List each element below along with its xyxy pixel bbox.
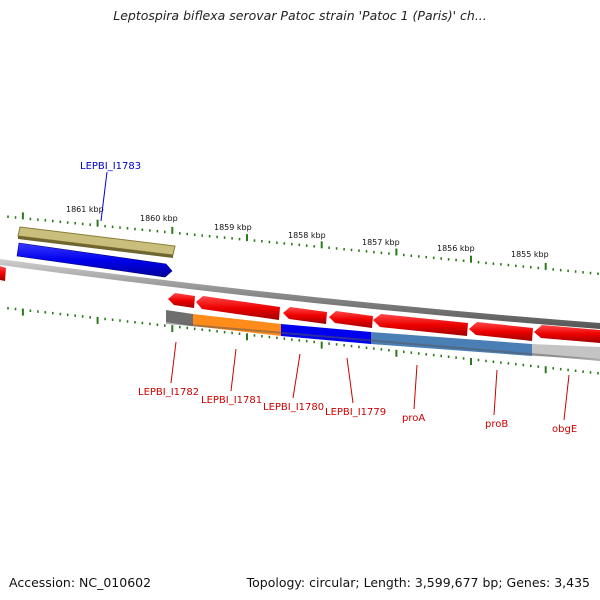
- label-leaders: [170, 341, 570, 421]
- outer-scale-ticks: [7, 212, 599, 275]
- scale-label-1857: 1857 kbp: [362, 238, 400, 247]
- olive-track-shadow: [18, 236, 173, 258]
- scale-label-1858: 1858 kbp: [288, 231, 326, 240]
- gene-arrow-obge[interactable]: [534, 325, 600, 343]
- accession-text: Accession: NC_010602: [9, 575, 152, 590]
- gene-arrow-lepbi-i1783[interactable]: [16, 242, 173, 278]
- track-shadow: [166, 322, 600, 361]
- gene-label-prob[interactable]: proB: [485, 419, 508, 430]
- gene-label-lepbi-i1779[interactable]: LEPBI_I1779: [325, 407, 386, 418]
- genome-stats-text: Topology: circular; Length: 3,599,677 bp…: [246, 575, 590, 590]
- scale-label-1856: 1856 kbp: [437, 244, 475, 253]
- gene-label-proa[interactable]: proA: [402, 413, 425, 424]
- label-leader-lepbi-i1783: [100, 171, 108, 222]
- genome-backbone: [0, 259, 600, 329]
- scale-label-1861: 1861 kbp: [66, 205, 104, 214]
- gene-arrow-prob[interactable]: [469, 322, 533, 341]
- gene-label-lepbi-i1783[interactable]: LEPBI_I1783: [80, 161, 141, 172]
- gene-label-obge[interactable]: obgE: [552, 424, 577, 435]
- gene-arrow-proa[interactable]: [373, 314, 468, 336]
- gene-arrow-left-edge[interactable]: [0, 266, 6, 281]
- gene-label-lepbi-i1781[interactable]: LEPBI_I1781: [201, 395, 262, 406]
- scale-label-1859: 1859 kbp: [214, 223, 252, 232]
- gene-label-lepbi-i1782[interactable]: LEPBI_I1782: [138, 387, 199, 398]
- inner-scale-ticks: [7, 307, 599, 375]
- gene-arrow-lepbi-i1782[interactable]: [168, 293, 195, 308]
- track-segment-dark: [166, 310, 193, 326]
- gene-arrow-lepbi-i1779[interactable]: [329, 311, 373, 328]
- map-title: Leptospira biflexa serovar Patoc strain …: [113, 8, 487, 23]
- gene-arrow-lepbi-i1781[interactable]: [196, 296, 280, 320]
- scale-label-1860: 1860 kbp: [140, 214, 178, 223]
- gene-arrow-lepbi-i1780[interactable]: [283, 307, 327, 324]
- gene-label-lepbi-i1780[interactable]: LEPBI_I1780: [263, 402, 324, 413]
- scale-label-1855: 1855 kbp: [511, 250, 549, 259]
